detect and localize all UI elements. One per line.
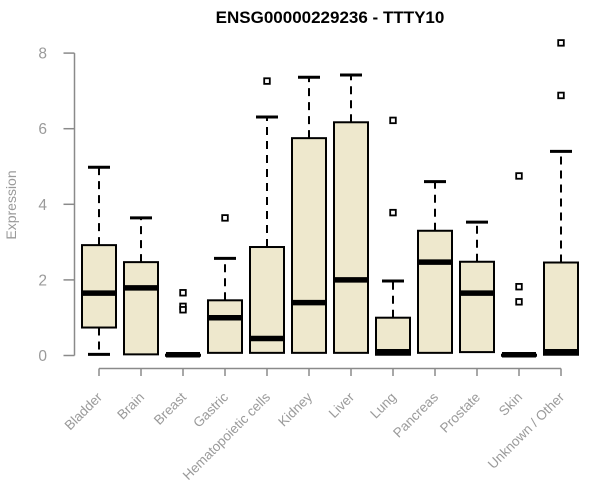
outlier-point — [221, 214, 229, 222]
box-pancreas — [417, 180, 453, 354]
outlier-point — [389, 116, 397, 125]
x-tick-label: Skin — [496, 390, 525, 419]
y-tick-label: 2 — [38, 272, 47, 289]
y-tick-label: 4 — [38, 197, 47, 214]
box-bladder — [81, 165, 117, 356]
outlier-point — [179, 306, 187, 314]
box-iqr — [249, 246, 285, 354]
x-tick-label: Lung — [367, 390, 399, 422]
outlier-point — [515, 283, 523, 291]
box-iqr — [291, 137, 327, 354]
box-iqr — [123, 261, 159, 356]
box-gastric — [207, 214, 243, 354]
x-tick-label: Unknown / Other — [485, 389, 568, 472]
plot-area — [81, 39, 579, 358]
outlier-point — [179, 289, 187, 297]
box-lung — [375, 116, 411, 356]
box-iqr — [417, 229, 453, 354]
x-tick-label: Bladder — [62, 389, 106, 433]
box-hematopoietic-cells — [249, 77, 285, 354]
y-tick-label: 8 — [38, 46, 47, 63]
box-iqr — [543, 261, 579, 356]
outlier-point — [389, 208, 397, 217]
x-tick-label: Pancreas — [390, 389, 441, 440]
box-iqr — [207, 299, 243, 354]
box-kidney — [291, 75, 327, 354]
outlier-point — [557, 39, 565, 47]
box-iqr — [81, 244, 117, 329]
outlier-point — [557, 91, 565, 100]
box-skin — [501, 172, 537, 358]
box-prostate — [459, 220, 495, 354]
outlier-point — [515, 172, 523, 180]
x-tick-label: Brain — [114, 390, 147, 423]
box-iqr — [459, 260, 495, 354]
y-tick-label: 0 — [38, 348, 47, 365]
x-tick-label: Liver — [326, 389, 358, 421]
box-liver — [333, 73, 369, 354]
x-tick-label: Kidney — [275, 389, 315, 429]
y-axis: 0 2 4 6 8 — [38, 46, 76, 365]
y-tick-label: 6 — [38, 121, 47, 138]
box-brain — [123, 216, 159, 356]
y-axis-title: Expression — [3, 170, 19, 239]
box-iqr — [375, 316, 411, 356]
x-tick-label: Breast — [151, 389, 189, 427]
box-unknown-other — [543, 39, 579, 356]
outlier-point — [263, 77, 271, 85]
x-tick-label: Gastric — [190, 389, 231, 430]
outlier-point — [515, 298, 523, 306]
box-iqr — [333, 121, 369, 354]
chart-title: ENSG00000229236 - TTTY10 — [216, 8, 445, 27]
x-tick-label: Prostate — [437, 390, 483, 436]
box-breast — [165, 289, 201, 358]
